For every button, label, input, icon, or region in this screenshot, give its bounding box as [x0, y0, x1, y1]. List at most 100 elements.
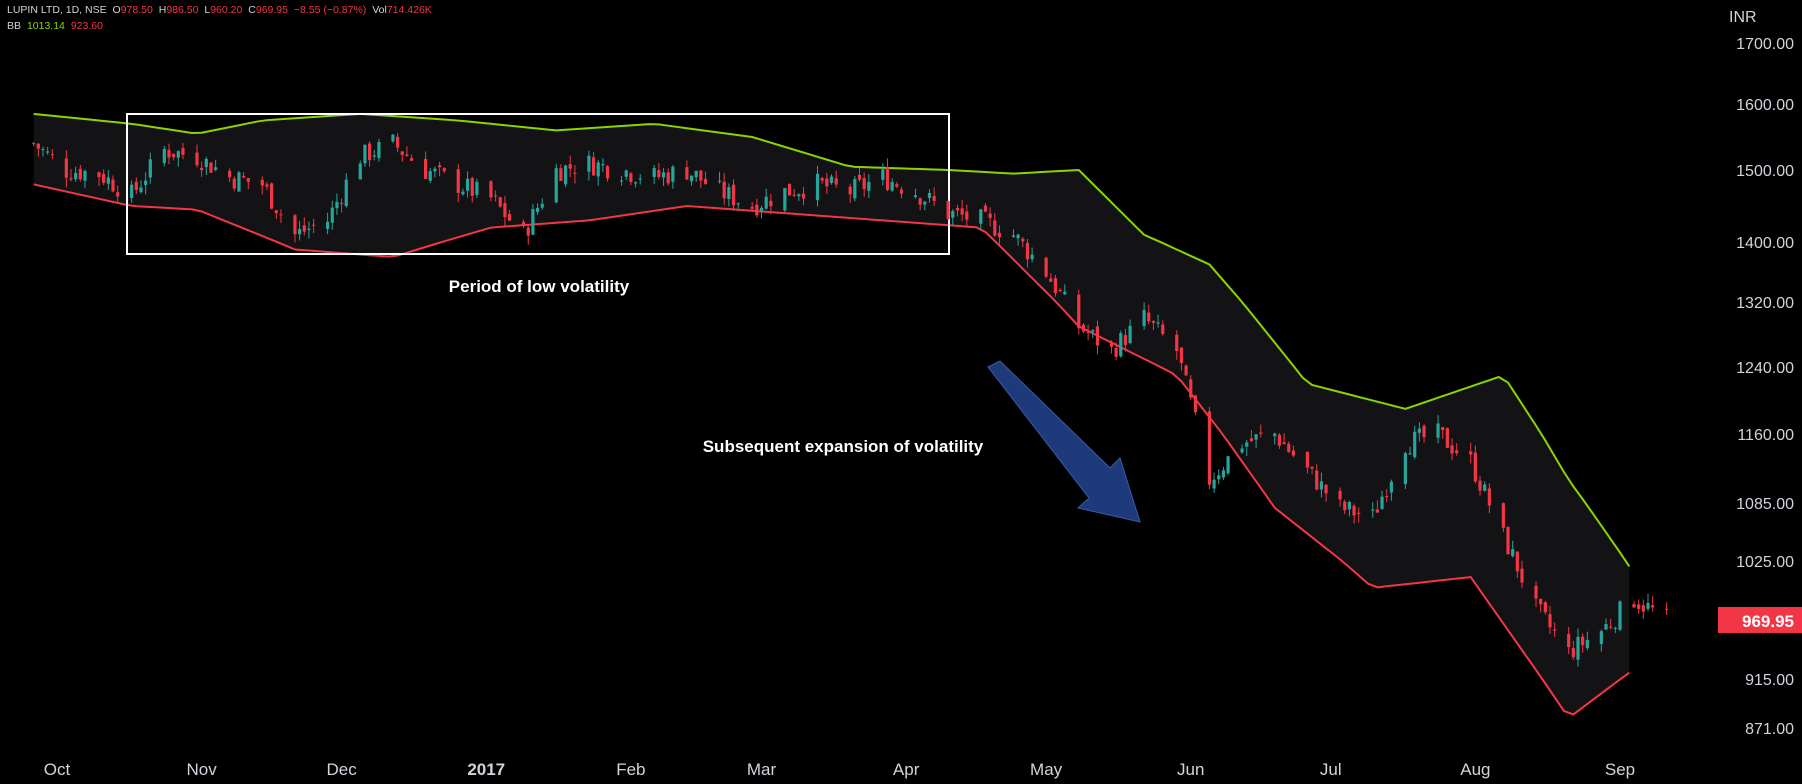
candle-body	[1161, 324, 1165, 335]
candle-body	[820, 178, 824, 181]
candle-body	[1553, 629, 1557, 631]
candle-body	[74, 172, 78, 180]
symbol-label: LUPIN LTD, 1D, NSE	[7, 4, 107, 16]
bb-upper-value: 1013.14	[26, 20, 65, 32]
candle-body	[1641, 605, 1645, 612]
candle-body	[1063, 291, 1067, 295]
candle-body	[470, 177, 474, 196]
candle-body	[890, 182, 894, 191]
candle-body	[1371, 509, 1375, 511]
candle-body	[1581, 636, 1585, 646]
candle-body	[559, 168, 563, 181]
candle-body	[689, 175, 694, 182]
candle-body	[1338, 490, 1342, 500]
candle-body	[1123, 334, 1128, 346]
candle-body	[232, 178, 236, 189]
candle-body	[685, 167, 689, 180]
y-tick-label: 871.00	[1745, 721, 1794, 738]
candle-body	[409, 158, 414, 161]
close-label: C	[248, 4, 256, 16]
candle-body	[918, 198, 922, 205]
candle-body	[671, 166, 675, 182]
candle-body	[134, 181, 138, 190]
candle-body	[503, 203, 507, 218]
low-value: 960.20	[210, 4, 243, 16]
candle-body	[102, 173, 106, 183]
candle-body	[629, 173, 633, 182]
candles	[32, 133, 1669, 667]
candle-body	[433, 168, 437, 172]
candle-body	[437, 165, 442, 168]
candle-body	[1254, 434, 1258, 440]
candle-body	[46, 151, 50, 153]
candle-body	[162, 148, 166, 164]
candle-body	[913, 195, 918, 198]
candle-body	[344, 179, 348, 207]
candle-body	[489, 181, 493, 198]
y-tick-label: 1400.00	[1736, 235, 1794, 252]
candle-body	[638, 178, 642, 180]
x-axis: Oct Nov Dec 2017 Feb Mar Apr May Jun Jul Aug Sep	[44, 760, 1635, 779]
candle-body	[1175, 334, 1179, 352]
candle-body	[1567, 634, 1571, 648]
candle-body	[1319, 481, 1323, 490]
x-tick-label: Mar	[747, 760, 777, 779]
candle-body	[377, 141, 381, 159]
candle-body	[1282, 442, 1286, 445]
x-tick-label: Jul	[1320, 760, 1342, 779]
candle-body	[521, 221, 526, 227]
candle-body	[1021, 238, 1025, 242]
candle-body	[722, 181, 726, 199]
candle-body	[1305, 451, 1309, 468]
candle-body	[731, 184, 736, 206]
candle-body	[540, 203, 544, 208]
x-tick-label: Nov	[187, 760, 218, 779]
x-tick-label: Feb	[616, 760, 645, 779]
candle-body	[1245, 442, 1249, 447]
last-price-label: 969.95	[1742, 612, 1794, 631]
candle-body	[997, 232, 1002, 238]
candle-body	[1095, 326, 1100, 346]
candle-body	[1417, 428, 1421, 433]
candle-body	[927, 193, 932, 198]
candle-body	[1291, 450, 1296, 456]
candle-body	[372, 155, 376, 157]
close-value: 969.95	[255, 4, 288, 16]
candle-body	[312, 224, 316, 226]
candle-body	[1179, 347, 1184, 363]
x-tick-label: Oct	[44, 760, 71, 779]
candle-body	[703, 178, 708, 185]
candle-body	[1385, 496, 1389, 498]
candle-body	[32, 143, 36, 145]
candle-body	[1506, 526, 1510, 555]
candle-body	[1212, 479, 1216, 489]
candle-body	[1151, 321, 1156, 323]
candle-body	[797, 194, 801, 197]
candle-body	[783, 188, 787, 211]
candle-body	[237, 172, 241, 192]
high-label: H	[158, 4, 167, 16]
y-tick-label: 1025.00	[1736, 554, 1794, 571]
candle-body	[764, 196, 768, 209]
candle-body	[335, 201, 339, 209]
candle-body	[1520, 568, 1524, 583]
candle-body	[531, 209, 535, 235]
candle-body	[759, 207, 764, 212]
candle-body	[601, 164, 605, 166]
change-value: −8.55 (−0.87%)	[293, 4, 367, 16]
candle-body	[1207, 411, 1212, 485]
candle-body	[657, 170, 661, 178]
candle-body	[181, 148, 185, 155]
candle-body	[246, 178, 250, 182]
candle-body	[395, 136, 400, 148]
candle-body	[498, 197, 502, 207]
candle-body	[1030, 254, 1034, 260]
candle-body	[1240, 448, 1244, 453]
candle-body	[1422, 425, 1426, 438]
candle-body	[1571, 648, 1575, 658]
candle-body	[717, 180, 722, 182]
candle-body	[400, 151, 404, 155]
candle-body	[172, 153, 176, 158]
candle-body	[1534, 585, 1538, 599]
